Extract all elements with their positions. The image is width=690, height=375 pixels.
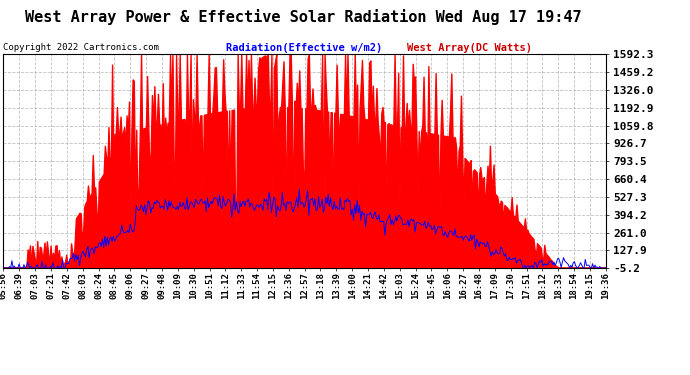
Text: West Array Power & Effective Solar Radiation Wed Aug 17 19:47: West Array Power & Effective Solar Radia… [26, 9, 582, 26]
Text: Radiation(Effective w/m2): Radiation(Effective w/m2) [226, 43, 382, 52]
Text: West Array(DC Watts): West Array(DC Watts) [407, 43, 532, 52]
Text: Copyright 2022 Cartronics.com: Copyright 2022 Cartronics.com [3, 43, 159, 52]
